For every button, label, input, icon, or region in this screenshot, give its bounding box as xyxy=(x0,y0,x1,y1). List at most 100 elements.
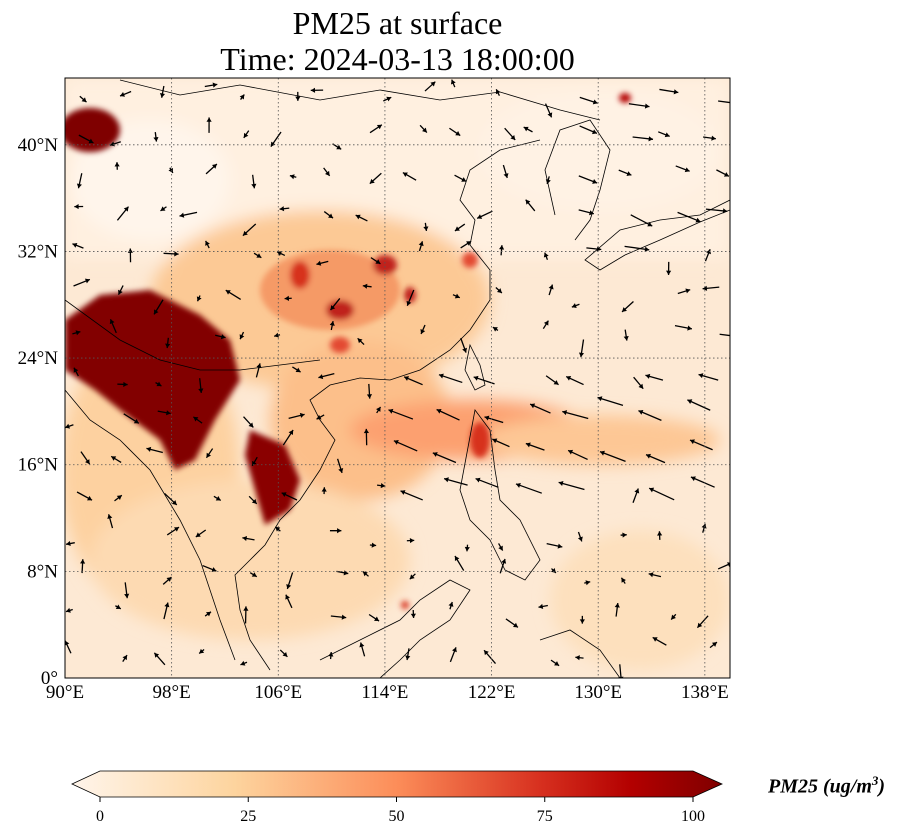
wind-arrow xyxy=(114,162,120,170)
wind-arrow xyxy=(78,134,94,144)
wind-arrow xyxy=(362,571,369,577)
wind-arrow xyxy=(157,410,171,416)
wind-arrow xyxy=(72,242,84,249)
wind-arrow xyxy=(249,572,258,578)
wind-arrow xyxy=(363,428,369,446)
wind-arrow xyxy=(543,252,549,260)
wind-arrow xyxy=(473,375,495,385)
wind-arrow xyxy=(702,285,720,291)
wind-arrow xyxy=(355,214,368,222)
wind-arrow xyxy=(687,399,711,411)
wind-arrow xyxy=(166,526,180,536)
wind-arrow xyxy=(460,337,468,353)
wind-arrow xyxy=(558,480,585,491)
wind-arrow xyxy=(614,602,620,617)
colorbar-tick-label: 0 xyxy=(96,808,104,825)
wind-arrow xyxy=(202,564,217,572)
wind-arrow xyxy=(243,130,250,139)
wind-arrow xyxy=(674,324,693,331)
wind-arrow xyxy=(162,576,172,585)
wind-arrow xyxy=(357,337,365,346)
wind-arrow xyxy=(659,88,679,95)
wind-arrow xyxy=(321,487,327,495)
wind-arrow xyxy=(383,96,392,102)
wind-arrow xyxy=(406,289,415,307)
wind-arrow xyxy=(310,87,324,93)
wind-arrow xyxy=(484,415,504,424)
wind-arrow xyxy=(599,450,626,463)
wind-arrow xyxy=(239,331,245,340)
wind-arrow xyxy=(359,642,366,657)
wind-arrow xyxy=(464,544,470,552)
wind-arrow xyxy=(284,295,292,301)
wind-arrow xyxy=(652,636,667,646)
wind-arrow xyxy=(505,618,519,628)
wind-arrow xyxy=(657,531,663,540)
x-tick-label: 90°E xyxy=(46,682,84,703)
wind-arrow xyxy=(198,648,205,655)
wind-arrow xyxy=(80,451,91,465)
colorbar-tick-label: 75 xyxy=(537,808,553,825)
wind-vectors xyxy=(65,79,730,678)
wind-arrow xyxy=(406,538,415,544)
y-tick-label: 32°N xyxy=(18,241,59,262)
wind-arrow xyxy=(666,261,672,275)
wind-arrow xyxy=(153,299,164,315)
wind-arrow xyxy=(716,169,730,177)
wind-arrow xyxy=(116,206,130,221)
x-tick-label: 130°E xyxy=(574,682,622,703)
wind-arrow xyxy=(292,366,301,373)
wind-arrow xyxy=(492,326,499,332)
wind-arrow xyxy=(318,372,335,380)
wind-arrow xyxy=(369,124,383,134)
wind-arrow xyxy=(330,614,347,620)
wind-arrow xyxy=(65,640,72,654)
colorbar: 0 25 50 75 100 xyxy=(71,770,723,825)
plot-time: Time: 2024-03-13 18:00:00 xyxy=(220,41,575,77)
wind-arrow xyxy=(657,131,670,138)
wind-arrow xyxy=(575,655,584,661)
wind-arrow xyxy=(72,330,81,336)
colorbar-tick-label: 100 xyxy=(681,808,705,825)
wind-arrow xyxy=(369,542,377,548)
wind-arrow xyxy=(562,410,589,420)
wind-arrow xyxy=(76,491,93,501)
wind-arrow xyxy=(159,85,166,98)
wind-arrow xyxy=(538,603,548,609)
wind-arrow xyxy=(282,429,294,446)
wind-arrow xyxy=(195,529,207,538)
wind-arrow xyxy=(578,175,598,184)
wind-arrow xyxy=(205,240,210,249)
wind-arrow xyxy=(550,659,560,667)
wind-arrow xyxy=(567,449,588,461)
wind-arrow xyxy=(122,654,128,662)
y-axis: 0° 8°N 16°N 24°N 32°N 40°N xyxy=(18,135,59,689)
wind-arrow xyxy=(153,132,159,142)
x-tick-label: 106°E xyxy=(254,682,302,703)
wind-arrow xyxy=(423,222,429,231)
wind-arrow xyxy=(546,542,563,549)
wind-arrow xyxy=(419,124,428,133)
wind-arrow xyxy=(670,613,677,621)
wind-arrow xyxy=(285,594,293,609)
wind-arrow xyxy=(362,283,372,289)
wind-arrow xyxy=(153,652,166,666)
wind-arrow xyxy=(597,396,624,406)
wind-arrow xyxy=(160,206,167,212)
wind-arrow xyxy=(460,240,472,249)
wind-arrow xyxy=(645,373,664,381)
wind-arrow xyxy=(193,416,203,424)
wind-arrow xyxy=(79,95,87,103)
wind-arrow xyxy=(117,285,124,295)
wind-arrow xyxy=(370,257,381,265)
wind-arrow xyxy=(677,288,691,295)
wind-arrow xyxy=(690,476,715,488)
wind-arrow xyxy=(123,413,140,424)
wind-arrow xyxy=(323,167,331,177)
wind-arrow xyxy=(525,442,545,451)
wind-arrow xyxy=(645,453,666,464)
x-tick-label: 122°E xyxy=(468,682,516,703)
wind-arrow xyxy=(198,378,204,394)
wind-arrow xyxy=(288,412,305,420)
wind-arrow xyxy=(76,173,83,189)
